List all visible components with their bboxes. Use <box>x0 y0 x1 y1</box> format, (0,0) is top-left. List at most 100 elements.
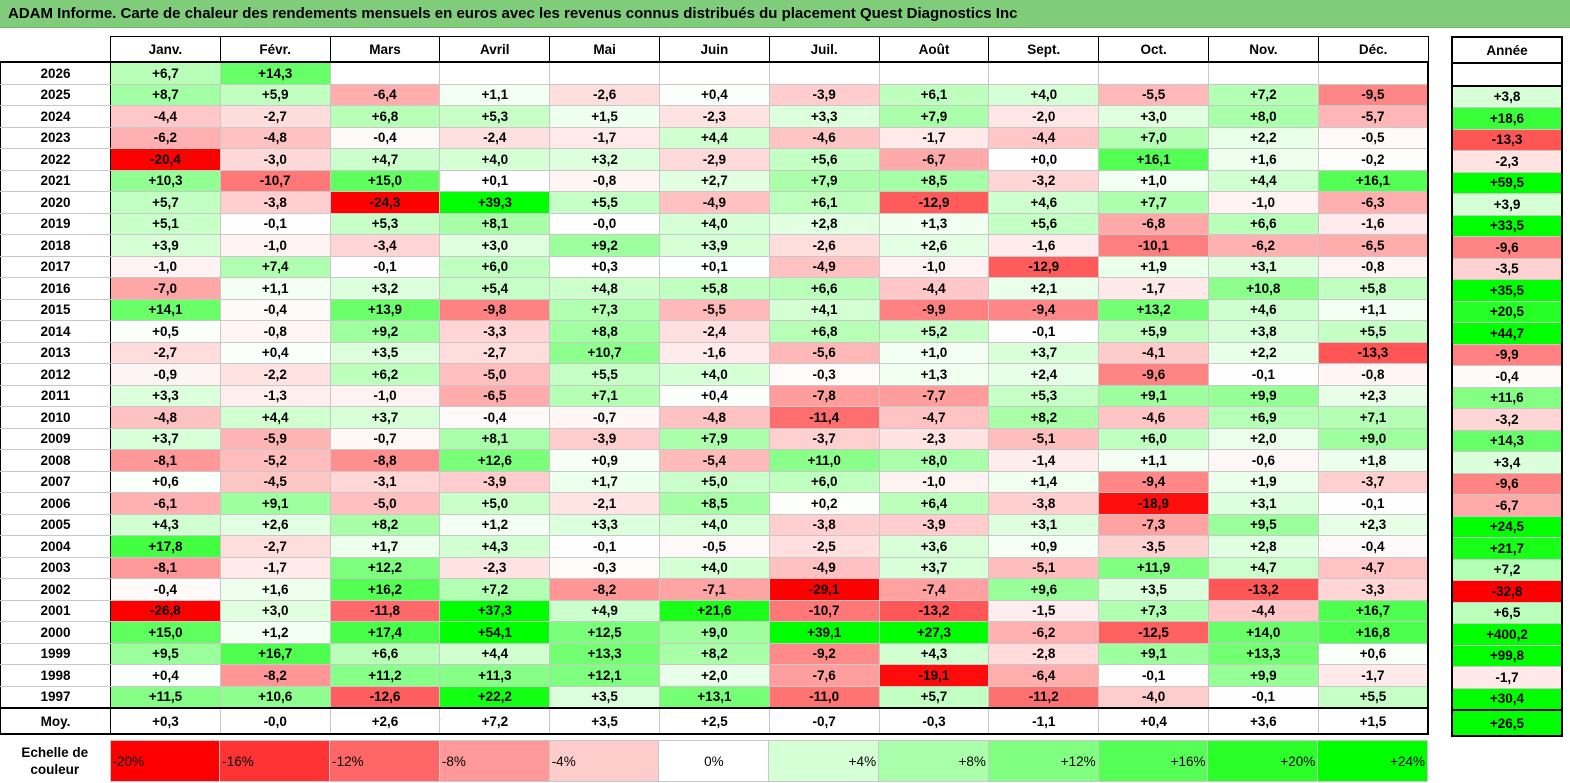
heatmap-cell: +3,1 <box>1207 492 1319 515</box>
heatmap-cell: -3,9 <box>549 427 660 450</box>
heatmap-cell <box>768 61 880 85</box>
heatmap-cell: +14,1 <box>110 298 221 321</box>
heatmap-cell: +4,3 <box>439 535 551 558</box>
heatmap-cell: -9,8 <box>439 298 551 321</box>
color-scale-step: -12% <box>329 740 440 782</box>
heatmap-cell: +7,3 <box>1098 599 1209 622</box>
heatmap-cell <box>658 61 770 85</box>
heatmap-cell: +1,0 <box>878 341 990 364</box>
year-label: 2008 <box>0 449 111 472</box>
heatmap-cell: -11,2 <box>988 685 1100 709</box>
annual-cell: -6,7 <box>1451 494 1563 517</box>
heatmap-cell: +1,1 <box>1098 449 1209 472</box>
heatmap-cell: -0,8 <box>1317 363 1430 386</box>
heatmap-cell: +2,2 <box>1207 126 1319 149</box>
heatmap-cell: +2,2 <box>1207 341 1319 364</box>
heatmap-cell: +8,8 <box>549 320 660 343</box>
annual-row: -9,6 <box>1451 236 1563 259</box>
heatmap-cell: +4,0 <box>439 148 551 171</box>
heatmap-cell: +2,8 <box>768 212 880 235</box>
annual-cell: +30,4 <box>1451 687 1563 711</box>
annual-row: +33,5 <box>1451 214 1563 237</box>
heatmap-cell: -2,6 <box>768 234 880 257</box>
heatmap-cell: -5,7 <box>1317 105 1430 128</box>
heatmap-cell: -29,1 <box>768 578 880 601</box>
month-header: Sept. <box>988 36 1100 63</box>
heatmap-cell: +9,2 <box>549 234 660 257</box>
year-label: 2016 <box>0 277 111 300</box>
annual-cell: +3,9 <box>1451 193 1563 216</box>
average-annual-row: +26,5 <box>1451 709 1563 737</box>
color-scale-step: 0% <box>658 740 770 782</box>
heatmap-cell: +7,2 <box>439 578 551 601</box>
year-label: 2003 <box>0 556 111 579</box>
heatmap-cell: +4,4 <box>219 406 331 429</box>
heatmap-cell: +14,0 <box>1207 621 1319 644</box>
annual-cell: +20,5 <box>1451 300 1563 323</box>
heatmap-cell: +37,3 <box>439 599 551 622</box>
table-row: 1997 +11,5 +10,6 -12,6 +22,2 +3,5 +13,1 -11,0 +5… <box>0 685 1430 709</box>
heatmap-cell: +6,0 <box>1098 427 1209 450</box>
annual-row: +6,5 <box>1451 601 1563 624</box>
heatmap-cell: -6,2 <box>1207 234 1319 257</box>
heatmap-cell: +7,2 <box>1207 83 1319 106</box>
year-label: 2011 <box>0 384 111 407</box>
heatmap-cell: +4,4 <box>439 642 551 665</box>
heatmap-cell: -4,9 <box>768 556 880 579</box>
heatmap-cell: +13,2 <box>1098 298 1209 321</box>
color-scale-step: -8% <box>438 740 550 782</box>
annual-cell: +59,5 <box>1451 171 1563 194</box>
annual-cell: +21,7 <box>1451 537 1563 560</box>
heatmap-cell: -10,1 <box>1098 234 1209 257</box>
color-scale-step: -20% <box>109 740 221 782</box>
annual-cell: +3,4 <box>1451 451 1563 474</box>
annual-cell: +99,8 <box>1451 644 1563 667</box>
heatmap-cell: -1,0 <box>329 384 441 407</box>
heatmap-cell: -1,0 <box>878 470 990 493</box>
heatmap-cell: +0,0 <box>988 148 1100 171</box>
heatmap-cell: +13,3 <box>1207 642 1319 665</box>
annual-row: +30,4 <box>1451 687 1563 711</box>
heatmap-cell: -0,1 <box>549 535 660 558</box>
heatmap-cell: -4,6 <box>1098 406 1209 429</box>
annual-row: +11,6 <box>1451 386 1563 409</box>
heatmap-cell: +13,3 <box>549 642 660 665</box>
heatmap-cell: +8,2 <box>988 406 1100 429</box>
annual-row: -32,8 <box>1451 580 1563 603</box>
heatmap-cell: -9,4 <box>1098 470 1209 493</box>
heatmap-cell: +3,3 <box>549 513 660 536</box>
year-label: 2001 <box>0 599 111 622</box>
heatmap-cell: -3,7 <box>768 427 880 450</box>
heatmap-cell: +9,0 <box>658 621 770 644</box>
heatmap-cell: +3,7 <box>988 341 1100 364</box>
heatmap-cell: -0,7 <box>549 406 660 429</box>
heatmap-cell <box>1098 61 1209 85</box>
heatmap-cell: -7,4 <box>878 578 990 601</box>
heatmap-cell: -8,2 <box>219 664 331 687</box>
year-label: 2022 <box>0 148 111 171</box>
table-row: 2001 -26,8 +3,0 -11,8 +37,3 +4,9 +21,6 -10,7 -13… <box>0 599 1430 622</box>
heatmap-cell: +13,9 <box>329 298 441 321</box>
heatmap-cell: +0,6 <box>1317 642 1430 665</box>
heatmap-cell: +2,0 <box>658 664 770 687</box>
heatmap-cell: -2,7 <box>110 341 221 364</box>
heatmap-cell: +7,9 <box>768 169 880 192</box>
heatmap-cell: -3,8 <box>219 191 331 214</box>
heatmap-cell: +8,5 <box>878 169 990 192</box>
heatmap-cell: -7,3 <box>1098 513 1209 536</box>
heatmap-cell: +3,9 <box>110 234 221 257</box>
month-header: Août <box>878 36 990 63</box>
heatmap-cell: -2,6 <box>549 83 660 106</box>
heatmap-cell: -10,7 <box>768 599 880 622</box>
color-scale-step: +24% <box>1317 740 1429 782</box>
heatmap-cell: -5,6 <box>768 341 880 364</box>
annual-row: +400,2 <box>1451 623 1563 646</box>
average-cell: +0,3 <box>110 707 221 735</box>
heatmap-cell: +6,0 <box>768 470 880 493</box>
heatmap-cell: +0,9 <box>549 449 660 472</box>
heatmap-cell: -13,3 <box>1317 341 1430 364</box>
heatmap-cell: +10,7 <box>549 341 660 364</box>
annual-row: -9,9 <box>1451 343 1563 366</box>
annual-row <box>1451 62 1563 86</box>
heatmap-cell: +3,1 <box>988 513 1100 536</box>
